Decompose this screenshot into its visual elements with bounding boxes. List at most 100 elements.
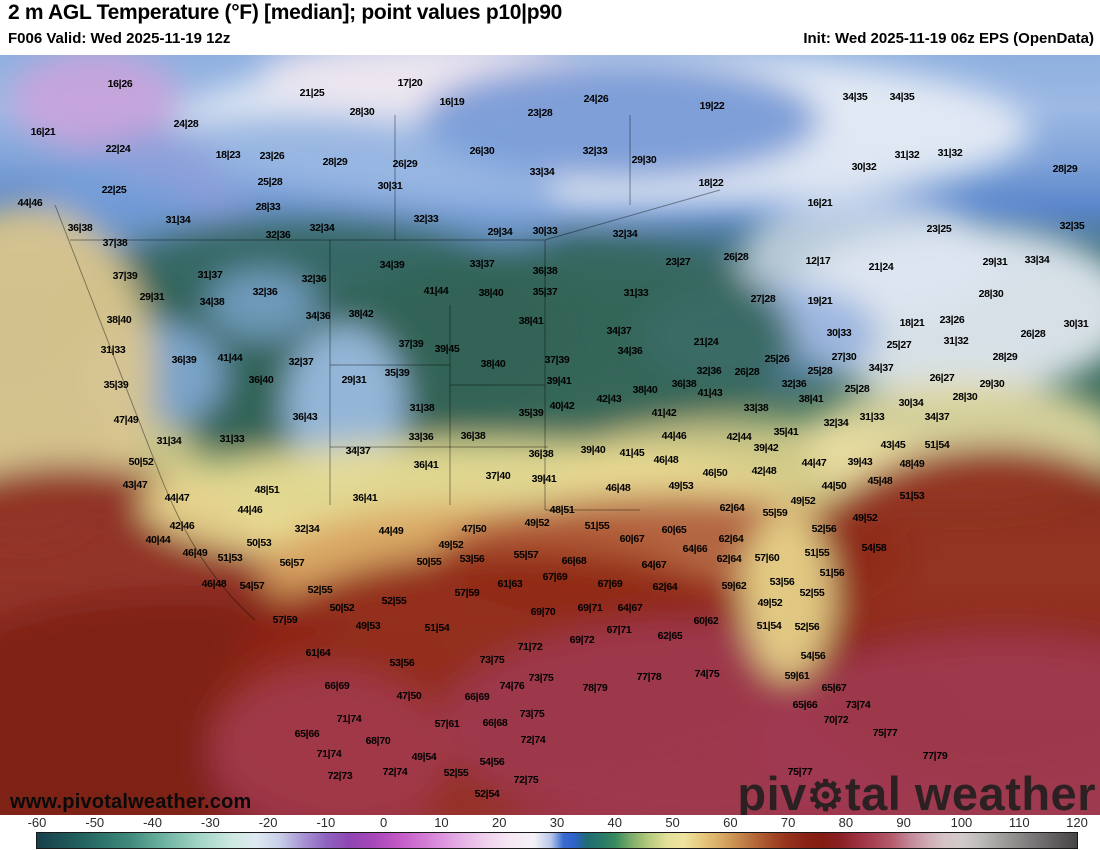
point-value-label: 69|71 bbox=[577, 601, 603, 614]
point-value-label: 34|35 bbox=[842, 90, 868, 103]
point-value-label: 51|53 bbox=[217, 551, 243, 564]
point-value-label: 54|57 bbox=[239, 579, 265, 592]
point-value-label: 62|64 bbox=[718, 532, 744, 545]
colorbar-tick-label: 40 bbox=[607, 815, 622, 830]
point-value-label: 34|37 bbox=[924, 410, 950, 423]
point-value-label: 24|28 bbox=[173, 117, 199, 130]
point-value-label: 50|52 bbox=[329, 601, 355, 614]
colorbar-tick-label: -60 bbox=[27, 815, 47, 830]
point-value-label: 67|71 bbox=[606, 623, 632, 636]
point-value-label: 37|40 bbox=[485, 469, 511, 482]
point-value-label: 27|28 bbox=[750, 292, 776, 305]
point-value-label: 32|34 bbox=[294, 522, 320, 535]
point-value-label: 49|52 bbox=[790, 494, 816, 507]
point-value-label: 31|34 bbox=[156, 434, 182, 447]
point-value-label: 18|23 bbox=[215, 148, 241, 161]
colorbar-tick-label: 0 bbox=[380, 815, 388, 830]
point-value-label: 71|74 bbox=[316, 747, 342, 760]
point-value-label: 73|75 bbox=[479, 653, 505, 666]
point-value-label: 29|31 bbox=[982, 255, 1008, 268]
point-value-label: 43|47 bbox=[122, 478, 148, 491]
point-value-label: 16|21 bbox=[30, 125, 56, 138]
point-value-label: 32|34 bbox=[612, 227, 638, 240]
point-value-label: 52|55 bbox=[443, 766, 469, 779]
point-value-label: 22|25 bbox=[101, 183, 127, 196]
point-value-label: 25|28 bbox=[807, 364, 833, 377]
point-value-label: 23|28 bbox=[527, 106, 553, 119]
point-value-label: 51|54 bbox=[756, 619, 782, 632]
point-value-label: 42|44 bbox=[726, 430, 752, 443]
point-value-label: 34|36 bbox=[305, 309, 331, 322]
point-value-label: 72|73 bbox=[327, 769, 353, 782]
point-value-label: 53|56 bbox=[389, 656, 415, 669]
point-value-label: 59|62 bbox=[721, 579, 747, 592]
brand-prefix: piv bbox=[737, 767, 807, 815]
point-value-label: 31|33 bbox=[623, 286, 649, 299]
point-value-label: 31|38 bbox=[409, 401, 435, 414]
point-value-label: 67|69 bbox=[597, 577, 623, 590]
point-value-label: 49|52 bbox=[524, 516, 550, 529]
point-value-label: 36|41 bbox=[352, 491, 378, 504]
point-value-label: 31|32 bbox=[894, 148, 920, 161]
point-value-label: 69|70 bbox=[530, 605, 556, 618]
point-value-label: 28|30 bbox=[978, 287, 1004, 300]
point-value-label: 48|51 bbox=[549, 503, 575, 516]
point-value-label: 36|38 bbox=[671, 377, 697, 390]
point-value-label: 41|43 bbox=[697, 386, 723, 399]
point-value-label: 39|41 bbox=[546, 374, 572, 387]
point-value-label: 31|32 bbox=[943, 334, 969, 347]
point-value-label: 34|35 bbox=[889, 90, 915, 103]
point-value-label: 48|51 bbox=[254, 483, 280, 496]
point-value-label: 28|29 bbox=[1052, 162, 1078, 175]
point-value-label: 23|27 bbox=[665, 255, 691, 268]
point-value-label: 35|39 bbox=[103, 378, 129, 391]
point-value-label: 48|49 bbox=[899, 457, 925, 470]
point-value-label: 52|55 bbox=[307, 583, 333, 596]
point-value-label: 26|29 bbox=[392, 157, 418, 170]
point-value-label: 50|52 bbox=[128, 455, 154, 468]
point-value-label: 65|66 bbox=[294, 727, 320, 740]
point-value-label: 32|36 bbox=[265, 228, 291, 241]
point-value-label: 44|47 bbox=[801, 456, 827, 469]
colorbar: -60 -50 -40 -30 -20 -10 0 10 20 30 40 50 60 70 80 90 100… bbox=[0, 815, 1100, 850]
point-value-label: 46|50 bbox=[702, 466, 728, 479]
colorbar-tick-label: -10 bbox=[316, 815, 336, 830]
point-value-label: 52|56 bbox=[811, 522, 837, 535]
colorbar-tick-label: 70 bbox=[780, 815, 796, 830]
point-value-label: 35|39 bbox=[384, 366, 410, 379]
colorbar-gradient bbox=[36, 832, 1078, 849]
point-value-label: 37|39 bbox=[112, 269, 138, 282]
point-value-label: 36|39 bbox=[171, 353, 197, 366]
point-value-label: 72|74 bbox=[520, 733, 546, 746]
header-bar: 2 m AGL Temperature (°F) [median]; point… bbox=[0, 0, 1100, 55]
point-value-label: 28|30 bbox=[952, 390, 978, 403]
point-value-label: 57|59 bbox=[454, 586, 480, 599]
point-value-label: 75|77 bbox=[872, 726, 898, 739]
point-value-label: 38|42 bbox=[348, 307, 374, 320]
point-value-label: 60|65 bbox=[661, 523, 687, 536]
point-value-label: 25|27 bbox=[886, 338, 912, 351]
point-value-label: 51|55 bbox=[804, 546, 830, 559]
point-value-label: 62|64 bbox=[716, 552, 742, 565]
point-value-label: 34|39 bbox=[379, 258, 405, 271]
point-value-label: 36|38 bbox=[528, 447, 554, 460]
point-value-label: 38|40 bbox=[478, 286, 504, 299]
colorbar-tick-label: 20 bbox=[491, 815, 507, 830]
point-value-label: 39|41 bbox=[531, 472, 557, 485]
point-value-label: 51|53 bbox=[899, 489, 925, 502]
point-value-label: 32|36 bbox=[696, 364, 722, 377]
point-value-label: 12|17 bbox=[805, 254, 831, 267]
point-value-label: 47|50 bbox=[461, 522, 487, 535]
point-value-label: 16|19 bbox=[439, 95, 465, 108]
colorbar-tick-label: 110 bbox=[1008, 815, 1030, 830]
brand-suffix: tal weather bbox=[844, 767, 1096, 815]
point-value-label: 29|30 bbox=[979, 377, 1005, 390]
point-value-label: 66|68 bbox=[482, 716, 508, 729]
point-value-label: 60|62 bbox=[693, 614, 719, 627]
point-value-label: 46|48 bbox=[605, 481, 631, 494]
point-value-label: 77|79 bbox=[922, 749, 948, 762]
point-value-label: 52|56 bbox=[794, 620, 820, 633]
point-value-label: 38|41 bbox=[798, 392, 824, 405]
colorbar-tick-label: 100 bbox=[950, 815, 973, 830]
point-value-label: 37|38 bbox=[102, 236, 128, 249]
